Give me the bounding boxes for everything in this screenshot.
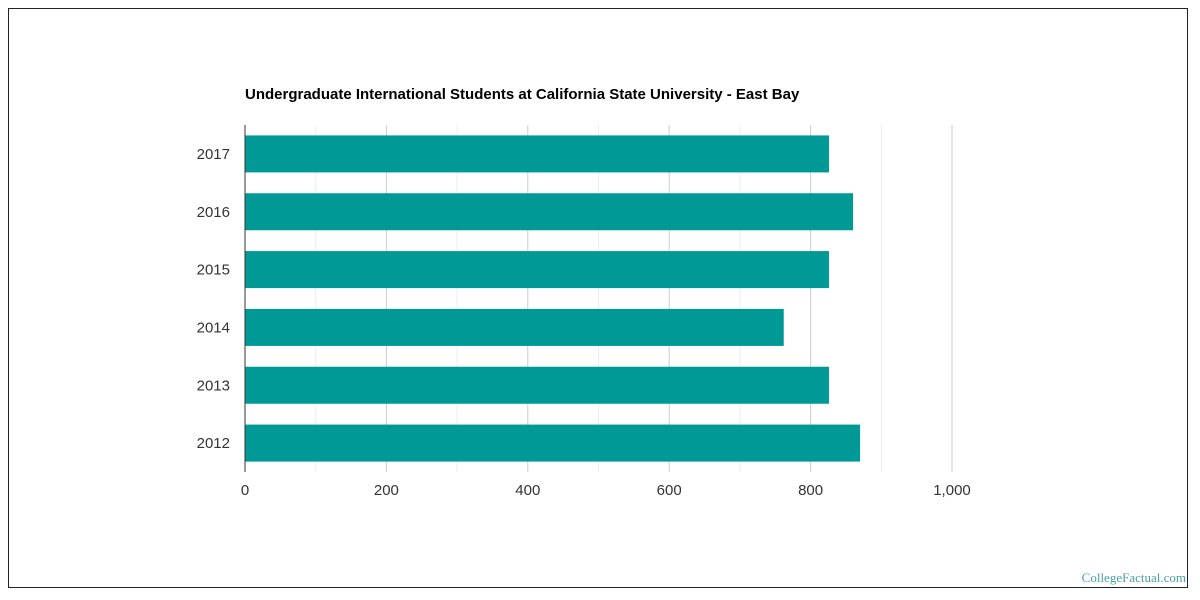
- x-tick-label: 0: [241, 482, 249, 499]
- y-tick-label: 2016: [197, 204, 230, 221]
- bar-2012[interactable]: [245, 424, 861, 462]
- x-tick-label: 400: [515, 482, 540, 499]
- x-axis-labels: 0 200 400 600 800 1,000: [241, 482, 971, 499]
- bar-2015[interactable]: [245, 251, 829, 289]
- x-tick-label: 200: [374, 482, 399, 499]
- bar-2013[interactable]: [245, 366, 829, 404]
- y-tick-label: 2013: [197, 377, 230, 394]
- y-axis-labels: 2017 2016 2015 2014 2013 2012: [197, 146, 230, 452]
- bar-2017[interactable]: [245, 135, 829, 173]
- x-tick-label: 1,000: [933, 482, 971, 499]
- grid-lines: [315, 125, 953, 472]
- x-tick-label: 800: [798, 482, 823, 499]
- y-tick-label: 2015: [197, 262, 230, 279]
- watermark: CollegeFactual.com: [1081, 570, 1186, 585]
- bars: [245, 135, 861, 462]
- y-tick-label: 2014: [197, 319, 230, 336]
- x-tick-label: 600: [657, 482, 682, 499]
- y-tick-label: 2012: [197, 435, 230, 452]
- bar-2016[interactable]: [245, 193, 854, 231]
- bar-2014[interactable]: [245, 308, 784, 346]
- chart-title: Undergraduate International Students at …: [245, 86, 800, 103]
- y-tick-label: 2017: [197, 146, 230, 163]
